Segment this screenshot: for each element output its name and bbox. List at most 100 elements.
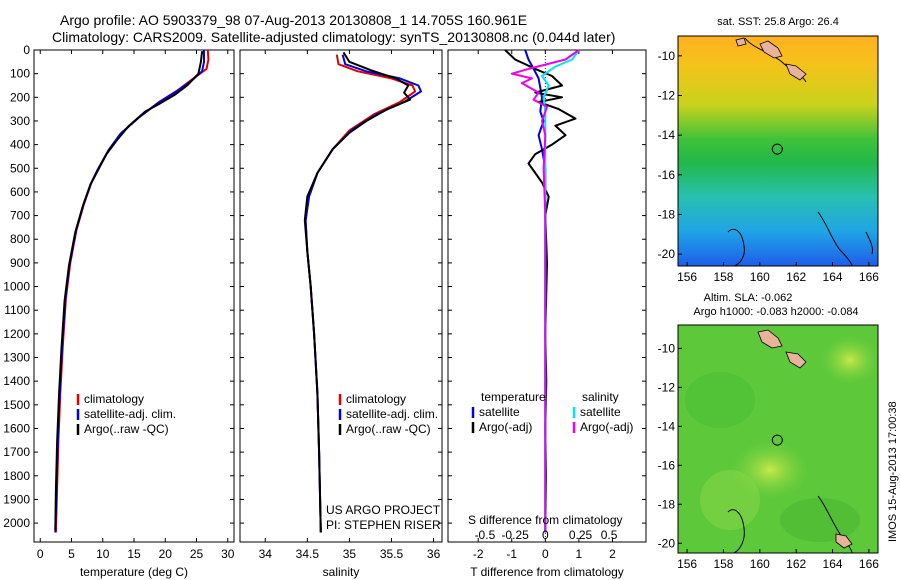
series-line-satellite-adj-clim- xyxy=(54,50,205,533)
map-x-tick-label: 158 xyxy=(713,557,733,571)
s-tick-label: 0.5 xyxy=(601,528,618,542)
y-tick-label: 0 xyxy=(23,43,30,57)
sst-map-axes: 156 158 160 162 164 166 -10 -12 -14 -16 -18 -20 xyxy=(658,35,879,284)
x-tick-label: 30 xyxy=(221,547,235,561)
legend-header-salinity: salinity xyxy=(582,390,619,404)
map-y-tick-label: -14 xyxy=(658,128,676,142)
x-tick-label: 34.5 xyxy=(296,547,320,561)
y-tick-label: 400 xyxy=(10,138,30,152)
y-tick-label: 1600 xyxy=(3,421,30,435)
map-x-tick-label: 166 xyxy=(859,270,879,284)
y-tick-label: 100 xyxy=(10,67,30,81)
legend-label: satellite-adj. clim. xyxy=(346,407,438,421)
salinity-panel: 34 34.5 35 35.5 36 climatologysatellite-adj.… xyxy=(239,49,443,579)
difference-series xyxy=(504,49,580,533)
x-tick-label: 35.5 xyxy=(380,547,404,561)
legend-label: satellite xyxy=(479,405,520,419)
salinity-series xyxy=(303,51,422,533)
y-tick-label: 600 xyxy=(10,185,30,199)
map-frame xyxy=(677,35,879,267)
sst-map-islands xyxy=(735,37,807,81)
legend-label: climatology xyxy=(84,392,144,406)
y-tick-label: 1300 xyxy=(3,351,30,365)
series-line-argo-raw-qc- xyxy=(303,51,411,533)
x-tick-label: 0 xyxy=(542,547,549,561)
temperature-panel: 0 5 10 15 20 25 300100200300400500600700800900… xyxy=(3,43,234,579)
y-tick-label: 1400 xyxy=(3,374,30,388)
salinity-plot-frame xyxy=(239,49,443,543)
map-y-tick-label: -18 xyxy=(658,207,676,221)
x-tick-label: 1 xyxy=(576,547,583,561)
sst-map-argo-marker xyxy=(771,143,783,155)
map-x-tick-label: 164 xyxy=(823,557,843,571)
difference-legend: temperature salinitysatelliteArgo(-adj)sa… xyxy=(471,390,633,434)
y-tick-label: 700 xyxy=(10,209,30,223)
y-tick-label: 2000 xyxy=(3,516,30,530)
sst-map-title: sat. SST: 25.8 Argo: 26.4 xyxy=(717,16,839,28)
y-tick-label: 1200 xyxy=(3,327,30,341)
map-x-tick-label: 164 xyxy=(823,270,843,284)
y-tick-label: 300 xyxy=(10,114,30,128)
legend-label: Argo(-adj) xyxy=(580,420,633,434)
sla-map-coastlines xyxy=(727,495,853,554)
temperature-xlabel: temperature (deg C) xyxy=(80,565,188,579)
salinity-annotation-project: US ARGO PROJECT xyxy=(326,503,441,517)
figure-title-line1: Argo profile: AO 5903379_98 07-Aug-2013 … xyxy=(60,12,527,28)
y-tick-label: 800 xyxy=(10,232,30,246)
map-y-tick-label: -20 xyxy=(658,536,676,550)
figure-title-line2: Climatology: CARS2009. Satellite-adjuste… xyxy=(52,29,615,45)
x-tick-label: 5 xyxy=(68,547,75,561)
difference-s-label: S difference from climatology xyxy=(468,513,623,527)
s-tick-label: -0.25 xyxy=(501,528,529,542)
map-y-tick-label: -20 xyxy=(658,247,676,261)
x-tick-label: 35 xyxy=(343,547,357,561)
temperature-plot-frame xyxy=(33,49,235,543)
legend-header-temperature: temperature xyxy=(481,390,546,404)
footer-timestamp: IMOS 15-Aug-2013 17:00:38 xyxy=(887,401,899,542)
x-tick-label: 0 xyxy=(37,547,44,561)
legend-label: Argo(..raw -QC) xyxy=(84,422,169,436)
sla-map-panel: Altim. SLA: -0.062 Argo h1000: -0.083 h2… xyxy=(658,292,880,571)
s-tick-label: 0.25 xyxy=(569,528,593,542)
map-x-tick-label: 160 xyxy=(750,557,770,571)
sla-map-islands xyxy=(757,329,853,549)
legend-label: Argo(-adj) xyxy=(479,420,532,434)
x-tick-label: 2 xyxy=(609,547,616,561)
map-x-tick-label: 162 xyxy=(786,557,806,571)
map-y-tick-label: -16 xyxy=(658,458,676,472)
sla-map-texture xyxy=(685,335,880,542)
map-y-tick-label: -12 xyxy=(658,88,676,102)
temperature-series xyxy=(54,49,210,533)
sla-map-argo-marker xyxy=(771,434,783,446)
map-x-tick-label: 158 xyxy=(713,270,733,284)
x-tick-label: 15 xyxy=(127,547,141,561)
x-tick-label: 25 xyxy=(190,547,204,561)
legend-label: climatology xyxy=(346,392,406,406)
sla-map-axes: 156 158 160 162 164 166 -10 -12 -14 -16 -18 -20 xyxy=(658,324,879,571)
legend-label: satellite-adj. clim. xyxy=(84,407,176,421)
y-tick-label: 1700 xyxy=(3,445,30,459)
difference-s-ticks: -0.5 -0.25 0 0.25 0.5 xyxy=(475,528,618,542)
map-x-tick-label: 156 xyxy=(677,270,697,284)
map-y-tick-label: -18 xyxy=(658,497,676,511)
series-line-argo-adj- xyxy=(504,49,577,533)
series-line-argo-raw-qc- xyxy=(54,51,204,531)
difference-ticks: -2 -1 0 1 2 xyxy=(448,49,646,561)
difference-plot-frame xyxy=(447,49,647,543)
y-tick-label: 1500 xyxy=(3,398,30,412)
sla-map-title: Altim. SLA: -0.062 xyxy=(704,292,793,304)
map-x-tick-label: 166 xyxy=(859,557,879,571)
sla-map-subtitle: Argo h1000: -0.083 h2000: -0.084 xyxy=(693,306,858,318)
y-tick-label: 1000 xyxy=(3,280,30,294)
y-tick-label: 500 xyxy=(10,161,30,175)
salinity-annotation-pi: PI: STEPHEN RISER xyxy=(326,518,441,532)
series-line-argo-adj- xyxy=(510,49,580,533)
sst-map-panel: sat. SST: 25.8 Argo: 26.4 156 158 160 162 16… xyxy=(658,16,880,284)
difference-t-label: T difference from climatology xyxy=(470,565,624,579)
map-x-tick-label: 162 xyxy=(786,270,806,284)
x-tick-label: 34 xyxy=(259,547,273,561)
map-y-tick-label: -10 xyxy=(658,341,676,355)
difference-panel: -2 -1 0 1 2 temperature salinitysatelliteArgo… xyxy=(447,49,647,579)
